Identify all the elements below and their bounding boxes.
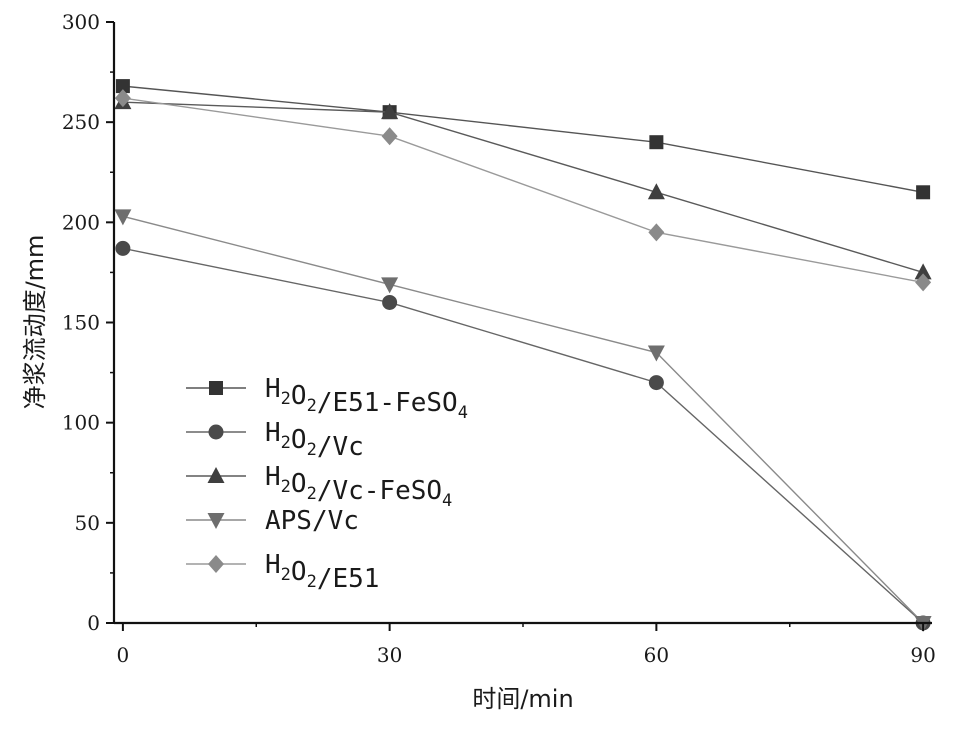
y-tick-label: 100 xyxy=(62,411,100,435)
data-point xyxy=(647,345,665,362)
x-tick-label: 30 xyxy=(377,643,402,667)
legend-item: H2O2/Vc-FeSO4 xyxy=(186,462,452,511)
legend-marker xyxy=(208,555,224,573)
x-tick-label: 60 xyxy=(644,643,669,667)
series-line xyxy=(122,215,924,624)
series-layer xyxy=(114,79,932,632)
y-tick-label: 250 xyxy=(62,110,100,134)
legend-label: H2O2/E51-FeSO4 xyxy=(265,374,468,423)
legend-marker xyxy=(207,513,225,529)
data-point xyxy=(381,127,398,146)
legend-marker xyxy=(208,424,224,440)
ticks: 0 50 100 150 200 250 300 0 30 60 90 xyxy=(62,10,936,667)
series-4 xyxy=(114,89,932,292)
y-tick-label: 150 xyxy=(62,311,100,335)
series-1 xyxy=(115,240,931,631)
data-point xyxy=(648,223,665,242)
series-line xyxy=(122,247,924,624)
data-point xyxy=(914,263,932,280)
series-line xyxy=(122,85,924,193)
data-point xyxy=(648,375,664,391)
data-point xyxy=(115,79,130,94)
series-0 xyxy=(115,79,931,200)
data-point xyxy=(381,103,399,120)
axes xyxy=(112,22,932,625)
legend-label: H2O2/Vc xyxy=(265,418,364,462)
legend-item: APS/Vc xyxy=(186,506,359,536)
data-point xyxy=(647,183,665,200)
y-tick-label: 0 xyxy=(87,611,100,635)
x-axis-title: 时间/min xyxy=(472,685,573,713)
data-point xyxy=(115,240,131,256)
y-axis-title: 净浆流动度/mm xyxy=(21,235,49,410)
legend-marker xyxy=(207,467,225,483)
data-point xyxy=(649,135,664,150)
legend-label: H2O2/Vc-FeSO4 xyxy=(265,462,452,511)
data-point xyxy=(915,273,932,292)
y-tick-label: 50 xyxy=(75,511,100,535)
legend-label: H2O2/E51 xyxy=(265,550,379,594)
x-tick-label: 0 xyxy=(117,643,130,667)
legend-marker xyxy=(209,381,223,395)
data-point xyxy=(114,209,132,226)
legend-item: H2O2/E51 xyxy=(186,550,379,594)
y-tick-label: 300 xyxy=(62,10,100,34)
data-point xyxy=(916,185,931,200)
series-line xyxy=(122,97,924,284)
series-2 xyxy=(114,93,932,280)
x-tick-label: 90 xyxy=(910,643,935,667)
data-point xyxy=(114,89,131,108)
series-3 xyxy=(114,209,932,632)
data-point xyxy=(382,294,398,310)
series-line xyxy=(122,101,924,274)
legend-item: H2O2/E51-FeSO4 xyxy=(186,374,468,423)
data-point xyxy=(381,277,399,294)
y-tick-label: 200 xyxy=(62,210,100,234)
legend-label: APS/Vc xyxy=(265,506,359,536)
legend: H2O2/E51-FeSO4H2O2/VcH2O2/Vc-FeSO4APS/Vc… xyxy=(186,374,468,594)
legend-item: H2O2/Vc xyxy=(186,418,364,462)
